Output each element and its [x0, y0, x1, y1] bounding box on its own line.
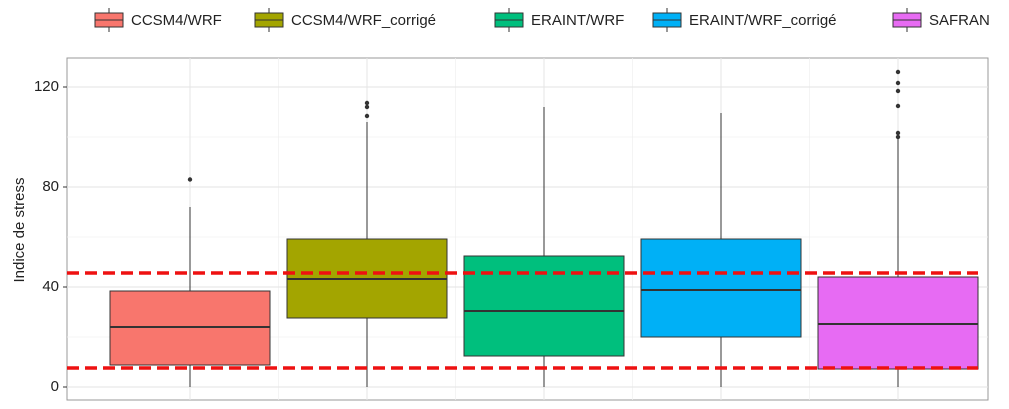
legend-label: CCSM4/WRF_corrigé — [291, 12, 436, 29]
outlier — [187, 177, 193, 182]
legend-label: ERAINT/WRF_corrigé — [689, 12, 837, 29]
legend-label: ERAINT/WRF — [531, 12, 624, 29]
y-tick-label: 80 — [42, 178, 59, 195]
outlier — [895, 103, 901, 109]
y-tick-label: 120 — [34, 78, 59, 95]
legend-label: SAFRAN — [929, 12, 990, 29]
outlier — [364, 100, 370, 106]
outlier — [895, 69, 901, 75]
legend-label: CCSM4/WRF — [131, 12, 222, 29]
outlier — [895, 130, 901, 136]
box — [463, 255, 625, 357]
box — [640, 238, 802, 338]
outlier — [895, 80, 901, 86]
outlier — [895, 134, 901, 140]
y-axis-label: Indice de stress — [11, 177, 28, 282]
outlier — [895, 88, 901, 94]
y-tick-label: 40 — [42, 278, 59, 295]
outlier — [364, 104, 370, 110]
outlier — [364, 113, 370, 119]
y-tick-label: 0 — [51, 378, 59, 395]
